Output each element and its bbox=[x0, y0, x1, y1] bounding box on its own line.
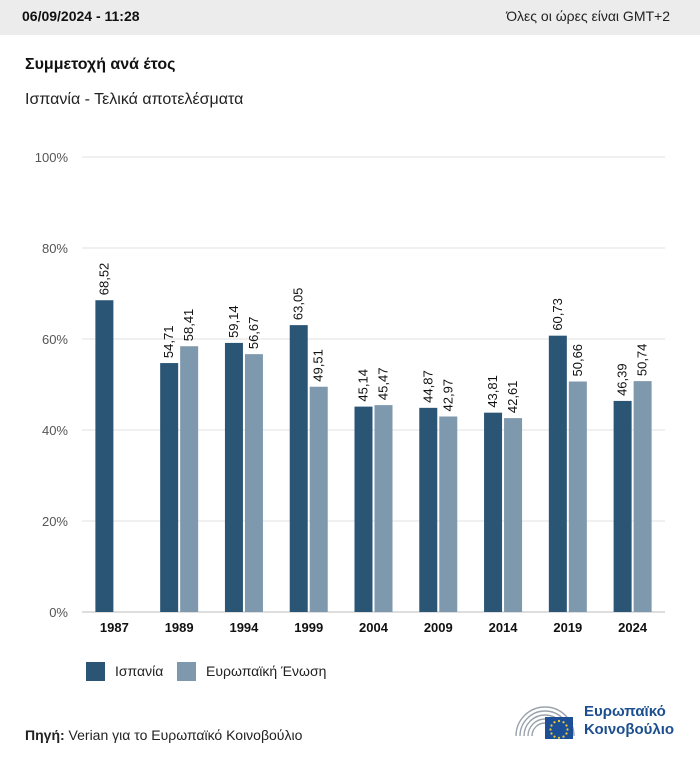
chart-title: Συμμετοχή ανά έτος bbox=[25, 56, 176, 73]
x-tick-label: 2004 bbox=[359, 620, 389, 635]
bar-eu bbox=[180, 346, 199, 612]
data-label-eu: 50,66 bbox=[570, 344, 585, 377]
y-tick-label: 80% bbox=[42, 241, 68, 256]
bar-eu bbox=[568, 381, 587, 612]
top-bar: 06/09/2024 - 11:28 Όλες οι ώρες είναι GM… bbox=[0, 0, 700, 35]
bar-spain bbox=[354, 406, 373, 612]
logo-line-1: Ευρωπαϊκό bbox=[584, 703, 666, 720]
data-label-eu: 45,47 bbox=[376, 368, 391, 401]
bar-spain bbox=[160, 363, 179, 612]
data-label-spain: 68,52 bbox=[96, 263, 111, 296]
legend-label-spain: Ισπανία bbox=[115, 663, 164, 679]
data-label-spain: 44,87 bbox=[420, 370, 435, 403]
data-label-eu: 42,61 bbox=[505, 381, 520, 414]
timezone-note: Όλες οι ώρες είναι GMT+2 bbox=[506, 8, 670, 24]
legend-swatch-eu bbox=[177, 662, 196, 681]
european-parliament-logo: Ευρωπαϊκό Κοινοβούλιο bbox=[512, 700, 682, 742]
data-label-spain: 54,71 bbox=[161, 326, 176, 359]
x-tick-label: 1987 bbox=[100, 620, 129, 635]
bar-eu bbox=[633, 381, 652, 612]
bar-eu bbox=[439, 416, 458, 612]
logo-wordmark: Ευρωπαϊκό Κοινοβούλιο bbox=[584, 703, 674, 739]
bar-chart: 0% 20% 40% 60% 80% 100% 1987 68,52 1989 54,71 58,4… bbox=[35, 150, 665, 635]
bar-eu bbox=[374, 405, 393, 612]
bar-spain bbox=[224, 342, 243, 612]
data-label-spain: 59,14 bbox=[226, 305, 241, 338]
x-tick-label: 2009 bbox=[424, 620, 453, 635]
chart-subtitle: Ισπανία - Τελικά αποτελέσματα bbox=[25, 91, 244, 108]
data-label-eu: 58,41 bbox=[181, 309, 196, 342]
data-label-spain: 46,39 bbox=[615, 363, 630, 396]
bar-spain bbox=[419, 407, 438, 612]
source-key: Πηγή: bbox=[25, 727, 65, 743]
x-tick-label: 2014 bbox=[489, 620, 519, 635]
y-tick-label: 20% bbox=[42, 514, 68, 529]
data-label-spain: 63,05 bbox=[291, 288, 306, 321]
y-tick-label: 100% bbox=[35, 150, 69, 165]
bar-eu bbox=[504, 418, 523, 612]
logo-line-2: Κοινοβούλιο bbox=[584, 721, 675, 738]
y-tick-label: 60% bbox=[42, 332, 68, 347]
bar-spain bbox=[289, 325, 308, 612]
source-note: Πηγή: Verian για το Ευρωπαϊκό Κοινοβούλι… bbox=[25, 727, 302, 743]
y-tick-label: 0% bbox=[49, 605, 68, 620]
bar-spain bbox=[548, 335, 567, 612]
bar-spain bbox=[484, 412, 503, 612]
x-tick-label: 1994 bbox=[229, 620, 259, 635]
hemicycle-icon bbox=[515, 706, 575, 739]
data-label-spain: 45,14 bbox=[356, 369, 371, 402]
x-tick-label: 2024 bbox=[618, 620, 648, 635]
x-tick-label: 1989 bbox=[165, 620, 194, 635]
x-tick-label: 2019 bbox=[553, 620, 582, 635]
data-label-eu: 42,97 bbox=[440, 379, 455, 412]
bar-eu bbox=[309, 386, 328, 612]
date-stamp: 06/09/2024 - 11:28 bbox=[22, 8, 140, 24]
data-label-eu: 50,74 bbox=[635, 344, 650, 377]
bar-eu bbox=[244, 354, 263, 612]
data-label-eu: 49,51 bbox=[311, 349, 326, 382]
legend-swatch-spain bbox=[86, 662, 105, 681]
legend-label-eu: Ευρωπαϊκή Ένωση bbox=[206, 663, 327, 679]
y-tick-label: 40% bbox=[42, 423, 68, 438]
data-label-spain: 60,73 bbox=[550, 298, 565, 331]
x-tick-label: 1999 bbox=[294, 620, 323, 635]
source-text: Verian για το Ευρωπαϊκό Κοινοβούλιο bbox=[64, 727, 303, 743]
bar-spain bbox=[95, 300, 114, 612]
bar-spain bbox=[613, 400, 632, 612]
data-label-eu: 56,67 bbox=[246, 317, 261, 350]
data-label-spain: 43,81 bbox=[485, 375, 500, 408]
